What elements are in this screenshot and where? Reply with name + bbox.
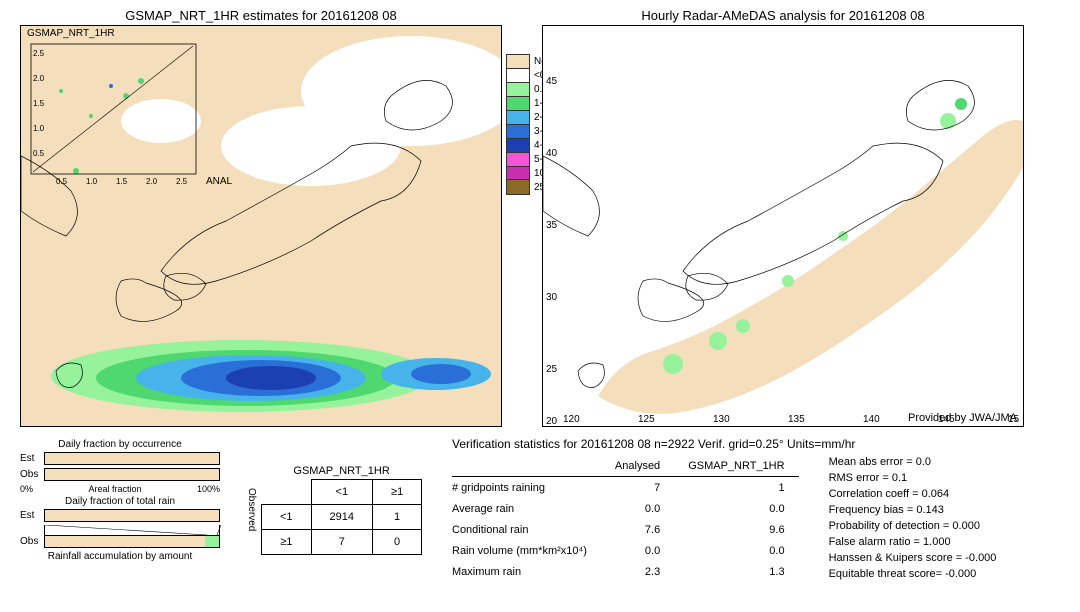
- ct-cell-00: 2914: [311, 504, 372, 529]
- left-map-svg: 2.5 2.0 1.5 1.0 0.5 0.5 1.0 1.5 2.0 2.5 ANAL: [21, 26, 501, 426]
- ct-col-ge: ≥1: [373, 479, 422, 504]
- verif-table: Analysed GSMAP_NRT_1HR # gridpoints rain…: [452, 455, 799, 583]
- metric-line: Correlation coeff = 0.064: [829, 487, 997, 503]
- right-map-panel: Hourly Radar-AMeDAS analysis for 2016120…: [542, 8, 1024, 427]
- fraction-bars: Daily fraction by occurrence Est Obs 0% …: [20, 437, 220, 583]
- ct-title: GSMAP_NRT_1HR: [261, 465, 422, 477]
- svg-text:140: 140: [863, 414, 880, 425]
- pct0: 0%: [20, 484, 33, 494]
- metric-line: Probability of detection = 0.000: [829, 519, 997, 535]
- svg-text:0.5: 0.5: [56, 177, 68, 186]
- metric-line: Equitable threat score= -0.000: [829, 567, 997, 583]
- table-row: Average rain0.00.0: [452, 498, 799, 519]
- svg-text:1.0: 1.0: [86, 177, 98, 186]
- svg-text:1.0: 1.0: [33, 124, 45, 133]
- left-inset-label: GSMAP_NRT_1HR: [27, 28, 115, 39]
- bar-label-obs: Obs: [20, 469, 44, 480]
- svg-text:120: 120: [563, 414, 580, 425]
- svg-text:20: 20: [546, 416, 558, 426]
- svg-text:1.5: 1.5: [33, 99, 45, 108]
- svg-text:130: 130: [713, 414, 730, 425]
- table-row: Conditional rain7.69.6: [452, 519, 799, 540]
- pct100: 100%: [197, 484, 220, 494]
- right-map-svg: 454035 302520 120125130 135140145 15: [543, 26, 1023, 426]
- svg-text:40: 40: [546, 148, 558, 159]
- svg-text:2.0: 2.0: [33, 74, 45, 83]
- table-row: Maximum rain2.31.3: [452, 561, 799, 582]
- metrics-list: Mean abs error = 0.0RMS error = 0.1Corre…: [829, 455, 997, 583]
- table-row: # gridpoints raining71: [452, 477, 799, 499]
- metric-line: Hanssen & Kuipers score = -0.000: [829, 551, 997, 567]
- right-map-title: Hourly Radar-AMeDAS analysis for 2016120…: [542, 8, 1024, 23]
- svg-text:125: 125: [638, 414, 655, 425]
- svg-text:30: 30: [546, 292, 558, 303]
- metric-line: RMS error = 0.1: [829, 471, 997, 487]
- ct-cell-11: 0: [373, 529, 422, 554]
- verif-col-model: GSMAP_NRT_1HR: [674, 455, 798, 477]
- metric-line: Mean abs error = 0.0: [829, 455, 997, 471]
- ct-cell-01: 1: [373, 504, 422, 529]
- left-map-title: GSMAP_NRT_1HR estimates for 20161208 08: [20, 8, 502, 23]
- contingency-table: <1≥1 <1 2914 1 ≥1 7 0: [261, 479, 422, 555]
- metric-line: False alarm ratio = 1.000: [829, 535, 997, 551]
- verif-col-analysed: Analysed: [601, 455, 674, 477]
- accum-title: Rainfall accumulation by amount: [20, 551, 220, 562]
- left-map-panel: GSMAP_NRT_1HR estimates for 20161208 08 …: [20, 8, 502, 427]
- contingency-table-panel: Observed GSMAP_NRT_1HR <1≥1 <1 2914 1 ≥1…: [246, 437, 426, 583]
- svg-text:135: 135: [788, 414, 805, 425]
- occurrence-title: Daily fraction by occurrence: [20, 439, 220, 450]
- ct-cell-10: 7: [311, 529, 372, 554]
- stats-row: Daily fraction by occurrence Est Obs 0% …: [0, 431, 1080, 583]
- bar-est-tot: Est: [20, 509, 220, 522]
- svg-text:0.5: 0.5: [33, 149, 45, 158]
- svg-text:1.5: 1.5: [116, 177, 128, 186]
- svg-text:2.5: 2.5: [33, 49, 45, 58]
- right-map: 454035 302520 120125130 135140145 15 Pro…: [542, 25, 1024, 427]
- bar-label-obs2: Obs: [20, 536, 44, 547]
- left-map: GSMAP_NRT_1HR No data<0.010.5-11-22-33-4…: [20, 25, 502, 427]
- ct-row-lt: <1: [262, 504, 312, 529]
- table-row: Rain volume (mm*km²x10⁴)0.00.0: [452, 540, 799, 561]
- observed-sidelabel: Observed: [246, 488, 261, 531]
- bar-label-est2: Est: [20, 510, 44, 521]
- bar-obs-tot: Obs: [20, 535, 220, 548]
- maps-row: GSMAP_NRT_1HR estimates for 20161208 08 …: [0, 0, 1080, 431]
- anal-label: ANAL: [206, 176, 233, 187]
- ct-col-lt: <1: [311, 479, 372, 504]
- ct-row-ge: ≥1: [262, 529, 312, 554]
- svg-text:45: 45: [546, 76, 558, 87]
- verif-header: Verification statistics for 20161208 08 …: [452, 437, 1060, 451]
- bar-label-est: Est: [20, 453, 44, 464]
- svg-text:2.5: 2.5: [176, 177, 188, 186]
- totalrain-title: Daily fraction of total rain: [20, 496, 220, 507]
- metric-line: Frequency bias = 0.143: [829, 503, 997, 519]
- svg-text:25: 25: [546, 364, 558, 375]
- verification-panel: Verification statistics for 20161208 08 …: [452, 437, 1060, 583]
- svg-text:35: 35: [546, 220, 558, 231]
- provided-label: Provided by JWA/JMA: [908, 412, 1017, 424]
- bar-est-occ: Est: [20, 452, 220, 465]
- svg-text:2.0: 2.0: [146, 177, 158, 186]
- bar-obs-occ: Obs: [20, 468, 220, 481]
- areal-label: Areal fraction: [88, 484, 141, 494]
